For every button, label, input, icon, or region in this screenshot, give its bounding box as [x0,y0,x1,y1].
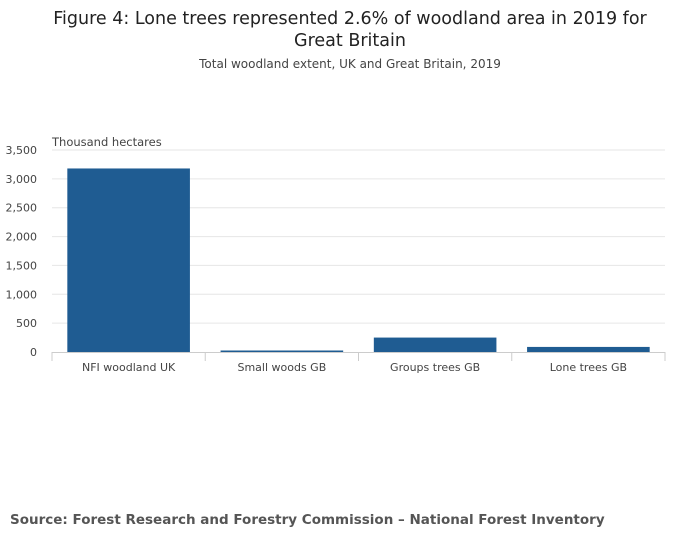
source-note: Source: Forest Research and Forestry Com… [10,512,605,528]
chart-subtitle: Total woodland extent, UK and Great Brit… [199,57,501,71]
y-tick-label: 1,500 [6,259,38,272]
y-axis-label: Thousand hectares [51,135,162,149]
bar [220,350,344,352]
y-tick-label: 3,000 [6,173,38,186]
x-axis-ticks: NFI woodland UK Small woods GB Groups tree… [82,361,627,374]
x-tick-label: NFI woodland UK [82,361,176,374]
chart-title: Figure 4: Lone trees represented 2.6% of… [53,9,647,51]
bar [67,168,190,352]
y-tick-label: 3,500 [6,144,38,157]
x-tick-label: Groups trees GB [390,361,480,374]
x-tick-label: Lone trees GB [550,361,627,374]
y-tick-label: 1,000 [6,288,38,301]
y-tick-label: 500 [16,317,37,330]
y-axis-ticks: 0 500 1,000 1,500 2,000 2,500 3,000 3,500 [6,144,38,359]
y-tick-label: 2,000 [6,231,38,244]
y-tick-label: 2,500 [6,202,38,215]
bars [67,168,650,352]
x-tick-label: Small woods GB [237,361,326,374]
y-tick-label: 0 [30,346,37,359]
x-axis [51,352,666,361]
bar [527,346,650,352]
bar [373,337,497,352]
